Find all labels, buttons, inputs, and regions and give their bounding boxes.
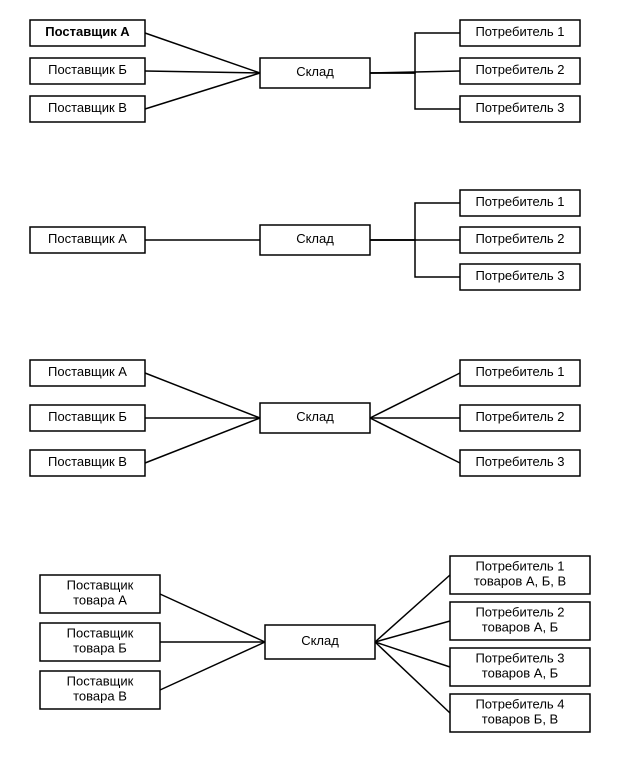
diagram-canvas: Поставщик А Поставщик Б Поставщик В Склад По… <box>0 0 624 784</box>
node-label: Потребитель 2 <box>475 62 564 77</box>
node-label: Поставщик А <box>45 24 130 39</box>
node-label: Потребитель 2 <box>475 409 564 424</box>
node-label: Потребитель 3 <box>475 454 564 469</box>
node-label: Потребитель 1 <box>475 194 564 209</box>
node-label: Потребитель 1 <box>475 364 564 379</box>
node-label: Потребитель 3 <box>475 268 564 283</box>
node-label: Склад <box>296 64 334 79</box>
node-label: Потребитель 3 <box>475 100 564 115</box>
node-label: Потребитель 1 <box>475 24 564 39</box>
node-label: Поставщик В <box>48 454 127 469</box>
node-label: Поставщик А <box>48 231 127 246</box>
node-label: Потребитель 2товаров А, Б <box>475 605 564 635</box>
node-label: Потребитель 2 <box>475 231 564 246</box>
node-label: Поставщик Б <box>48 62 127 77</box>
node-label: Склад <box>296 231 334 246</box>
node-label: Поставщик А <box>48 364 127 379</box>
node-label: Потребитель 4товаров Б, В <box>475 697 564 727</box>
node-label: Поставщиктовара А <box>67 578 134 608</box>
node-label: Поставщик В <box>48 100 127 115</box>
node-label: Потребитель 1товаров А, Б, В <box>474 559 566 589</box>
node-label: Поставщиктовара Б <box>67 626 134 656</box>
node-label: Склад <box>296 409 334 424</box>
node-label: Поставщиктовара В <box>67 674 134 704</box>
node-label: Поставщик Б <box>48 409 127 424</box>
node-label: Потребитель 3товаров А, Б <box>475 651 564 681</box>
node-label: Склад <box>301 633 339 648</box>
